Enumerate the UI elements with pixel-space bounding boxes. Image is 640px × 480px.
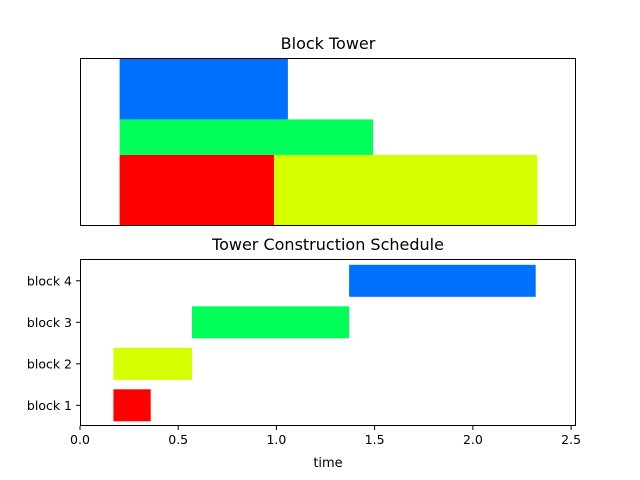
- schedule-bars: [113, 264, 536, 422]
- x-tick-label: 0.5: [168, 432, 188, 447]
- tower-block-1: [119, 154, 274, 226]
- tower-block-2: [274, 154, 538, 226]
- tower-blocks: [119, 59, 538, 226]
- schedule-plot-frame: [80, 259, 576, 426]
- y-tick-label: block 1: [27, 398, 72, 413]
- y-tick-label: block 4: [27, 273, 72, 288]
- tower-chart: Block Tower: [80, 34, 576, 226]
- schedule-x-axis-label: time: [313, 456, 342, 471]
- schedule-chart: Tower Construction Schedule block 1block…: [27, 235, 581, 471]
- schedule-bar-2: [113, 347, 192, 380]
- x-tick-label: 2.5: [561, 432, 581, 447]
- tower-chart-title: Block Tower: [281, 34, 376, 53]
- schedule-chart-title: Tower Construction Schedule: [211, 235, 444, 254]
- x-tick-label: 1.5: [365, 432, 385, 447]
- y-tick-label: block 3: [27, 315, 72, 330]
- y-tick-label: block 2: [27, 356, 72, 371]
- schedule-y-axis: block 1 block 2 block 3 block 4: [27, 273, 80, 413]
- x-tick-label: 1.0: [266, 432, 286, 447]
- tower-plot-frame: [80, 58, 576, 226]
- tower-block-4: [119, 59, 288, 120]
- schedule-bar-3: [192, 306, 350, 339]
- x-tick-label: 0.0: [70, 432, 90, 447]
- x-tick-label: 2.0: [463, 432, 483, 447]
- schedule-x-axis: 0.0 0.5 1.0 1.5 2.0 2.5: [70, 426, 581, 447]
- tower-block-3: [119, 119, 373, 155]
- schedule-bar-1: [113, 389, 151, 422]
- schedule-bar-4: [349, 264, 536, 297]
